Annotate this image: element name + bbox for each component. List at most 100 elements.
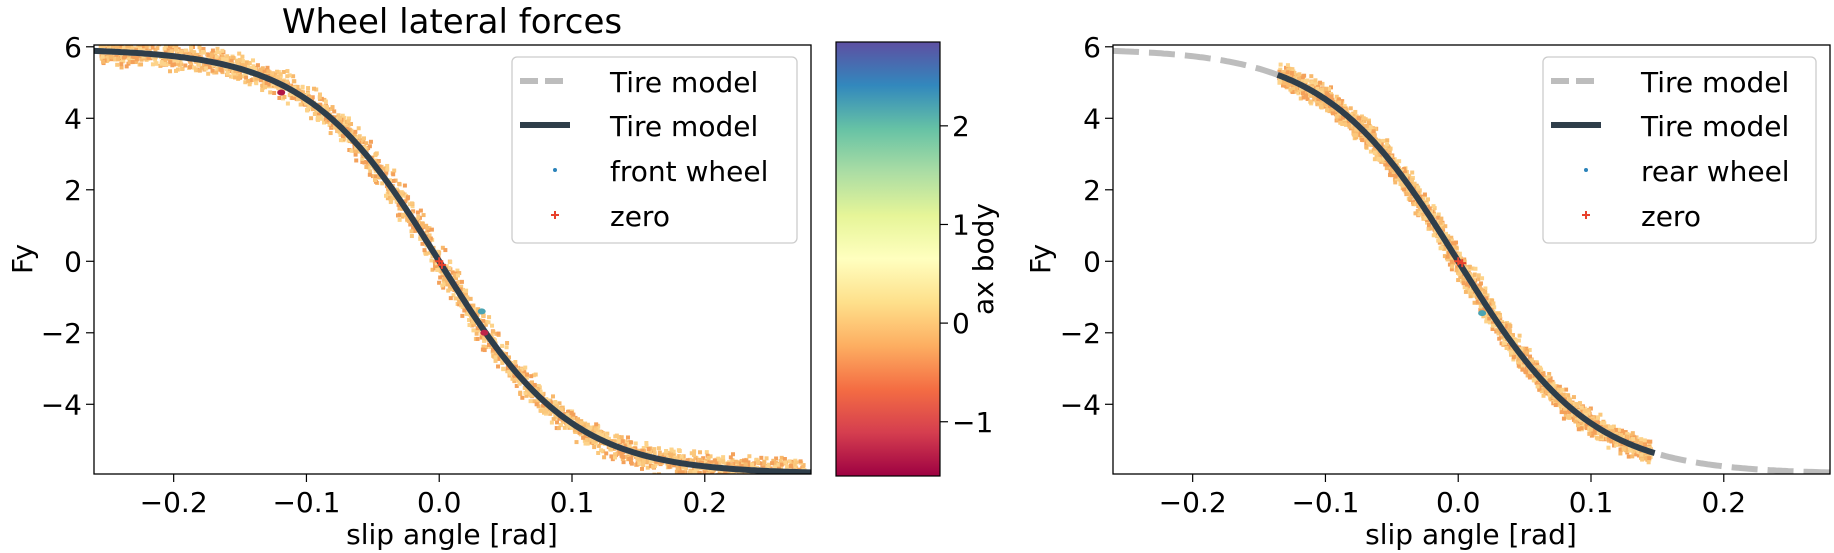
- scatter-point: [1351, 111, 1356, 116]
- scatter-point: [254, 76, 259, 81]
- scatter-point: [539, 408, 544, 413]
- scatter-point: [493, 355, 498, 360]
- scatter-point: [629, 440, 634, 445]
- scatter-point: [1544, 390, 1549, 395]
- scatter-point: [467, 318, 472, 323]
- scatter-point: [705, 453, 710, 458]
- scatter-point: [247, 60, 252, 65]
- scatter-point: [384, 193, 389, 198]
- scatter-point: [1410, 170, 1415, 175]
- scatter-point: [1576, 427, 1581, 432]
- scatter-point: [426, 236, 431, 241]
- scatter-point: [1448, 238, 1453, 243]
- scatter-point: [730, 458, 735, 463]
- scatter-point: [712, 458, 717, 463]
- scatter-point: [549, 420, 554, 425]
- scatter-point: [1571, 395, 1576, 400]
- scatter-point: [1372, 157, 1377, 162]
- scatter-point: [524, 393, 529, 398]
- scatter-point: [341, 120, 346, 125]
- scatter-point: [633, 441, 638, 446]
- scatter-point: [1422, 192, 1427, 197]
- scatter-point: [532, 382, 537, 387]
- scatter-point: [338, 138, 343, 143]
- scatter-point: [685, 475, 689, 479]
- scatter-point: [1461, 281, 1466, 286]
- scatter-point: [1624, 448, 1629, 453]
- scatter-point: [1478, 281, 1483, 286]
- scatter-point: [622, 443, 627, 448]
- scatter-point: [1296, 91, 1301, 96]
- scatter-point: [1493, 311, 1498, 316]
- scatter-point: [759, 455, 764, 460]
- scatter-point: [179, 49, 184, 54]
- scatter-point: [649, 459, 654, 464]
- scatter-point: [429, 227, 434, 232]
- scatter-point: [1443, 231, 1448, 236]
- scatter-point: [639, 466, 644, 471]
- scatter-point: [426, 228, 431, 233]
- scatter-point: [565, 423, 570, 428]
- y-tick-label: 2: [64, 174, 82, 207]
- scatter-point: [694, 471, 699, 474]
- scatter-point: [641, 446, 646, 451]
- x-axis-label: slip angle [rad]: [346, 518, 558, 551]
- scatter-point: [1548, 381, 1553, 386]
- scatter-point: [600, 433, 605, 438]
- scatter-point: [723, 471, 728, 474]
- scatter-point: [1366, 140, 1371, 145]
- scatter-point: [387, 178, 392, 183]
- scatter-point: [1497, 336, 1502, 341]
- scatter-point: [316, 117, 321, 122]
- scatter-point: [1417, 206, 1422, 211]
- scatter-point: [1603, 424, 1608, 429]
- scatter-point: [1467, 264, 1472, 269]
- scatter-point: [1291, 86, 1296, 91]
- scatter-point: [1573, 419, 1578, 424]
- scatter-point: [150, 45, 155, 50]
- scatter-point: [1618, 447, 1623, 452]
- scatter-point: [612, 439, 617, 444]
- scatter-point: [453, 296, 458, 301]
- scatter-point: [1634, 440, 1639, 445]
- scatter-point: [1362, 124, 1367, 129]
- scatter-point: [1429, 223, 1434, 228]
- scatter-point: [1630, 439, 1635, 444]
- scatter-point: [1451, 258, 1456, 263]
- scatter-point: [704, 458, 709, 463]
- scatter-point: [775, 478, 779, 482]
- scatter-point: [102, 38, 106, 42]
- scatter-point: [738, 477, 742, 481]
- scatter-point: [664, 449, 669, 454]
- scatter-point: [364, 165, 369, 170]
- scatter-point: [711, 475, 715, 479]
- scatter-point: [227, 67, 232, 72]
- scatter-point: [1520, 362, 1525, 367]
- scatter-point: [1524, 370, 1529, 375]
- scatter-point: [1320, 81, 1325, 86]
- scatter-point: [1394, 177, 1399, 182]
- scatter-point: [319, 113, 324, 118]
- scatter-point: [603, 433, 608, 438]
- scatter-point: [520, 373, 525, 378]
- scatter-point: [465, 295, 470, 300]
- scatter-point: [134, 57, 139, 62]
- scatter-point: [487, 315, 492, 320]
- scatter-point: [1484, 296, 1489, 301]
- scatter-point: [411, 228, 416, 233]
- scatter-point: [453, 276, 458, 281]
- scatter-point: [110, 45, 115, 48]
- scatter-point: [744, 475, 748, 479]
- scatter-point: [675, 466, 680, 471]
- scatter-point: [346, 138, 351, 143]
- scatter-point: [1587, 431, 1592, 436]
- scatter-point: [397, 181, 402, 186]
- scatter-point: [1579, 405, 1584, 410]
- scatter-point: [1475, 299, 1480, 304]
- scatter-point: [602, 435, 607, 440]
- scatter-point: [1458, 274, 1463, 279]
- y-tick-label: 6: [64, 31, 82, 64]
- scatter-point: [197, 62, 202, 67]
- scatter-point: [1447, 262, 1452, 267]
- scatter-point: [207, 65, 212, 70]
